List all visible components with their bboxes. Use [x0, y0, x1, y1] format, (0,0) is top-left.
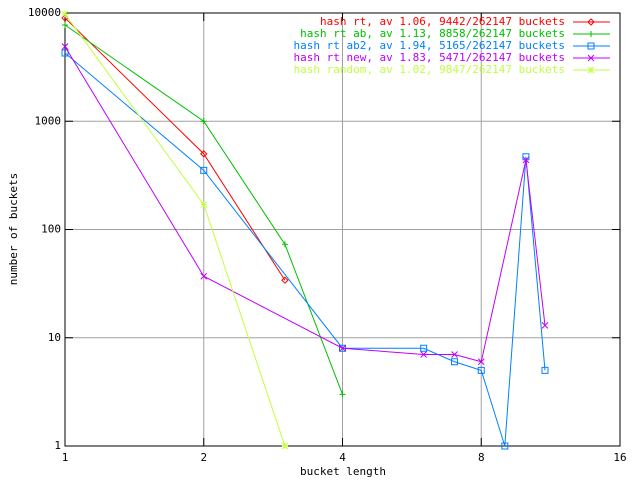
y-tick-label: 1000: [35, 114, 62, 127]
point: [451, 358, 459, 366]
point: [541, 366, 549, 374]
x-tick-label: 4: [339, 451, 346, 464]
point: [281, 241, 288, 248]
point: [522, 156, 530, 164]
x-tick-label: 8: [478, 451, 485, 464]
point: [61, 49, 69, 57]
point: [501, 442, 509, 450]
legend-label: hash random, av 1.02, 9847/262147 bucket…: [293, 63, 565, 76]
point: [62, 21, 68, 28]
point: [588, 31, 594, 37]
point: [281, 442, 289, 450]
legend-label: hash rt ab, av 1.13, 8858/262147 buckets: [300, 27, 565, 40]
y-tick-label: 10000: [28, 6, 61, 19]
x-tick-label: 16: [613, 451, 626, 464]
series-line: [64, 24, 343, 395]
y-tick-label: 100: [41, 223, 61, 236]
legend-label: hash rt ab2, av 1.94, 5165/262147 bucket…: [293, 39, 565, 52]
point: [587, 42, 595, 50]
point: [587, 18, 595, 26]
point: [477, 358, 485, 366]
point: [477, 366, 485, 374]
y-tick-label: 10: [48, 331, 61, 344]
series-line: [64, 52, 546, 447]
point: [200, 166, 208, 174]
point: [61, 10, 69, 18]
series-line: [64, 46, 546, 363]
point: [451, 351, 458, 358]
y-axis-label: number of buckets: [7, 173, 20, 286]
series-line: [64, 17, 286, 281]
point: [200, 272, 208, 280]
point: [420, 351, 428, 358]
point: [522, 153, 530, 161]
point: [339, 344, 346, 352]
point: [541, 322, 549, 329]
point: [200, 118, 207, 125]
y-tick-label: 1: [54, 439, 61, 452]
point: [587, 66, 595, 74]
point: [587, 54, 595, 62]
x-axis-label: bucket length: [300, 465, 386, 478]
plot-border: [64, 12, 621, 447]
x-tick-label: 2: [200, 451, 207, 464]
point: [281, 276, 289, 284]
point: [200, 201, 208, 208]
x-tick-label: 1: [62, 451, 69, 464]
legend-label: hash rt new, av 1.83, 5471/262147 bucket…: [293, 51, 565, 64]
point: [61, 43, 69, 50]
legend-label: hash rt, av 1.06, 9442/262147 buckets: [320, 15, 565, 28]
point: [420, 344, 428, 352]
point: [200, 150, 208, 158]
point: [339, 344, 346, 352]
point: [339, 391, 346, 398]
